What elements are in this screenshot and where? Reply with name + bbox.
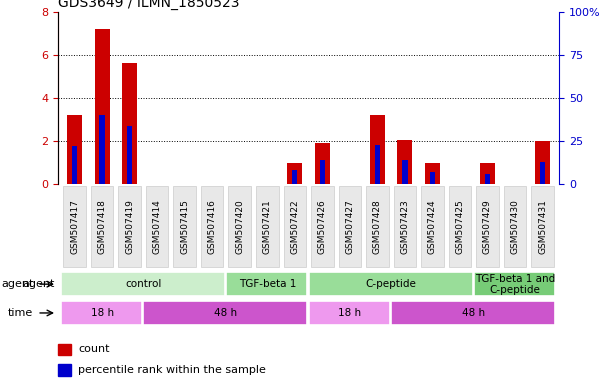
FancyBboxPatch shape <box>201 186 224 267</box>
Bar <box>402 160 408 184</box>
Text: GSM507417: GSM507417 <box>70 199 79 254</box>
Text: GSM507425: GSM507425 <box>455 199 464 254</box>
Text: GSM507422: GSM507422 <box>290 199 299 254</box>
FancyBboxPatch shape <box>61 301 142 325</box>
FancyBboxPatch shape <box>309 301 390 325</box>
Bar <box>370 115 385 184</box>
Bar <box>95 29 109 184</box>
Text: agent: agent <box>23 279 55 289</box>
FancyBboxPatch shape <box>503 186 526 267</box>
Text: agent: agent <box>1 279 34 289</box>
Text: 48 h: 48 h <box>462 308 485 318</box>
Bar <box>540 162 545 184</box>
Text: GDS3649 / ILMN_1850523: GDS3649 / ILMN_1850523 <box>58 0 240 10</box>
Bar <box>485 174 490 184</box>
FancyBboxPatch shape <box>119 186 141 267</box>
Bar <box>58 344 71 355</box>
Bar <box>127 126 132 184</box>
Text: GSM507415: GSM507415 <box>180 199 189 254</box>
Text: percentile rank within the sample: percentile rank within the sample <box>78 364 266 374</box>
Text: 48 h: 48 h <box>214 308 238 318</box>
FancyBboxPatch shape <box>311 186 334 267</box>
Text: GSM507427: GSM507427 <box>345 199 354 254</box>
FancyBboxPatch shape <box>476 186 499 267</box>
Bar <box>100 115 104 184</box>
Text: GSM507431: GSM507431 <box>538 199 547 254</box>
FancyBboxPatch shape <box>448 186 471 267</box>
Text: GSM507426: GSM507426 <box>318 199 327 254</box>
Text: GSM507424: GSM507424 <box>428 199 437 254</box>
Bar <box>375 145 380 184</box>
Bar <box>315 143 330 184</box>
FancyBboxPatch shape <box>256 186 279 267</box>
Bar <box>72 146 77 184</box>
Bar <box>287 163 302 184</box>
Text: GSM507429: GSM507429 <box>483 199 492 254</box>
Text: 18 h: 18 h <box>90 308 114 318</box>
Bar <box>67 115 82 184</box>
Bar <box>122 63 137 184</box>
Bar <box>535 141 550 184</box>
Text: TGF-beta 1: TGF-beta 1 <box>238 279 296 289</box>
Text: GSM507416: GSM507416 <box>208 199 217 254</box>
Text: time: time <box>8 308 34 318</box>
Bar <box>292 170 298 184</box>
FancyBboxPatch shape <box>229 186 251 267</box>
FancyBboxPatch shape <box>64 186 86 267</box>
FancyBboxPatch shape <box>226 272 307 296</box>
FancyBboxPatch shape <box>421 186 444 267</box>
FancyBboxPatch shape <box>338 186 361 267</box>
FancyBboxPatch shape <box>61 272 225 296</box>
FancyBboxPatch shape <box>174 186 196 267</box>
Text: GSM507414: GSM507414 <box>153 199 162 254</box>
Text: TGF-beta 1 and
C-peptide: TGF-beta 1 and C-peptide <box>475 274 555 295</box>
Text: GSM507419: GSM507419 <box>125 199 134 254</box>
FancyBboxPatch shape <box>91 186 114 267</box>
FancyBboxPatch shape <box>309 272 473 296</box>
FancyBboxPatch shape <box>393 186 416 267</box>
FancyBboxPatch shape <box>531 186 554 267</box>
Bar <box>430 172 435 184</box>
Text: GSM507418: GSM507418 <box>98 199 106 254</box>
FancyBboxPatch shape <box>144 301 307 325</box>
Text: count: count <box>78 344 109 354</box>
Bar <box>397 140 412 184</box>
FancyBboxPatch shape <box>284 186 306 267</box>
FancyBboxPatch shape <box>391 301 555 325</box>
Text: 18 h: 18 h <box>338 308 362 318</box>
Text: GSM507420: GSM507420 <box>235 199 244 254</box>
Text: GSM507421: GSM507421 <box>263 199 272 254</box>
Text: GSM507428: GSM507428 <box>373 199 382 254</box>
Text: GSM507430: GSM507430 <box>511 199 519 254</box>
Bar <box>320 160 325 184</box>
Bar <box>58 364 71 376</box>
Text: C-peptide: C-peptide <box>366 279 417 289</box>
FancyBboxPatch shape <box>146 186 169 267</box>
Bar <box>480 163 495 184</box>
Text: GSM507423: GSM507423 <box>400 199 409 254</box>
Bar <box>425 163 440 184</box>
Text: control: control <box>125 279 161 289</box>
FancyBboxPatch shape <box>474 272 555 296</box>
FancyBboxPatch shape <box>366 186 389 267</box>
